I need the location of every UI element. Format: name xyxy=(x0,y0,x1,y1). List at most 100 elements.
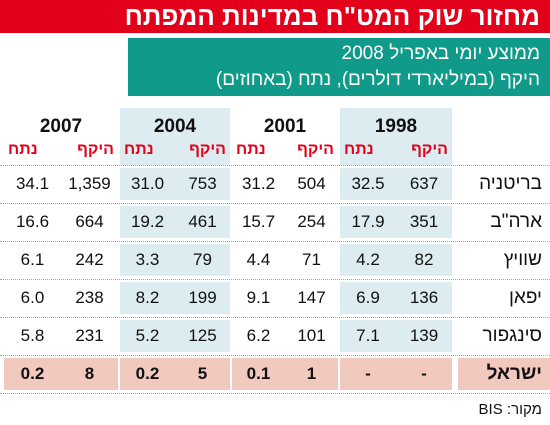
share-value: 19.2 xyxy=(130,212,165,231)
share-value: 9.1 xyxy=(246,288,271,307)
chart-title: מחזור שוק המט"ח במדינות המפתח xyxy=(0,0,550,33)
share-column-label: נתח xyxy=(124,141,154,158)
year-header-2001: 2001 היקף נתח xyxy=(232,108,338,165)
share-value: 16.6 xyxy=(15,212,50,231)
volume-value: 101 xyxy=(297,326,326,345)
share-value: 7.1 xyxy=(356,326,380,345)
israel-row-shade xyxy=(4,358,118,390)
volume-value: - xyxy=(421,364,427,383)
share-value: 32.5 xyxy=(351,174,385,193)
israel-row-shade xyxy=(340,358,452,390)
share-value: 0.2 xyxy=(20,364,45,383)
share-value: 17.9 xyxy=(351,212,385,231)
share-value: 31.2 xyxy=(241,174,276,193)
share-value: 6.0 xyxy=(20,288,45,307)
volume-column-label: היקף xyxy=(189,141,226,158)
volume-value: 136 xyxy=(409,288,439,307)
column-shade xyxy=(340,282,452,314)
volume-value: 79 xyxy=(193,250,212,269)
volume-column-label: היקף xyxy=(411,141,448,158)
row-divider xyxy=(0,393,550,394)
column-heads: היקף נתח xyxy=(4,140,118,160)
volume-value: 461 xyxy=(188,212,217,231)
column-shade xyxy=(120,244,230,276)
subtitle-line-2: היקף (במיליארדי דולרים), נתח (באחוזים) xyxy=(215,69,540,90)
share-value: 4.4 xyxy=(246,250,271,269)
volume-value: 8 xyxy=(84,364,95,383)
volume-value: 1,359 xyxy=(68,174,111,193)
share-column-label: נתח xyxy=(236,141,266,158)
column-shade xyxy=(340,320,452,352)
share-value: 0.2 xyxy=(135,364,160,383)
year-label: 2007 xyxy=(39,116,83,137)
volume-value: 1 xyxy=(306,364,317,383)
volume-value: 199 xyxy=(188,288,217,307)
source-note: מקור: BIS xyxy=(478,401,542,418)
country-name: יפאן xyxy=(508,287,542,308)
column-heads: היקף נתח xyxy=(120,140,230,160)
volume-value: 637 xyxy=(409,174,439,193)
year-header-2004: 2004 היקף נתח xyxy=(120,108,230,165)
row-divider xyxy=(0,317,550,318)
volume-value: 238 xyxy=(75,288,104,307)
share-value: 0.1 xyxy=(246,364,271,383)
subtitle-box: ממוצע יומי באפריל 2008 היקף (במיליארדי ד… xyxy=(128,38,550,96)
volume-value: 231 xyxy=(75,326,104,345)
share-value: 5.8 xyxy=(20,326,45,345)
volume-value: 71 xyxy=(302,250,321,269)
share-value: 34.1 xyxy=(15,174,50,193)
column-shade xyxy=(340,244,452,276)
volume-value: 664 xyxy=(75,212,104,231)
volume-value: 82 xyxy=(414,250,434,269)
row-divider xyxy=(0,355,550,356)
israel-row-shade xyxy=(232,358,338,390)
country-name: ישראל xyxy=(486,363,542,384)
country-name: שוויץ xyxy=(503,249,542,270)
year-label: 1998 xyxy=(374,116,418,137)
column-heads: היקף נתח xyxy=(340,140,452,160)
column-heads: היקף נתח xyxy=(232,140,338,160)
share-value: 6.1 xyxy=(20,250,45,269)
share-value: - xyxy=(365,364,371,383)
column-shade xyxy=(340,206,452,238)
share-value: 31.0 xyxy=(130,174,165,193)
column-shade xyxy=(120,282,230,314)
column-shade xyxy=(340,168,452,200)
column-shade xyxy=(120,206,230,238)
share-column-label: נתח xyxy=(8,141,38,158)
share-value: 6.2 xyxy=(246,326,271,345)
volume-value: 242 xyxy=(75,250,104,269)
share-value: 8.2 xyxy=(135,288,160,307)
share-value: 3.3 xyxy=(135,250,160,269)
share-value: 6.9 xyxy=(356,288,380,307)
volume-value: 753 xyxy=(188,174,217,193)
subtitle-line-1: ממוצע יומי באפריל 2008 xyxy=(341,43,540,64)
israel-country-shade xyxy=(458,358,550,390)
country-name: בריטניה xyxy=(479,173,542,194)
israel-row-shade xyxy=(120,358,230,390)
column-shade xyxy=(120,320,230,352)
share-value: 5.2 xyxy=(135,326,160,345)
share-value: 4.2 xyxy=(356,250,380,269)
row-divider xyxy=(0,203,550,204)
volume-value: 351 xyxy=(409,212,439,231)
header-divider xyxy=(0,165,550,166)
year-label: 2004 xyxy=(153,116,197,137)
volume-value: 5 xyxy=(197,364,208,383)
year-label: 2001 xyxy=(263,116,307,137)
row-divider xyxy=(0,241,550,242)
volume-column-label: היקף xyxy=(77,141,114,158)
column-shade xyxy=(120,168,230,200)
volume-column-label: היקף xyxy=(297,141,334,158)
year-header-2007: 2007 היקף נתח xyxy=(4,108,118,165)
share-column-label: נתח xyxy=(344,141,374,158)
volume-value: 139 xyxy=(409,326,439,345)
row-divider xyxy=(0,279,550,280)
share-value: 15.7 xyxy=(241,212,276,231)
volume-value: 125 xyxy=(188,326,217,345)
year-header-1998: 1998 היקף נתח xyxy=(340,108,452,165)
volume-value: 254 xyxy=(297,212,326,231)
country-name: ארה"ב xyxy=(490,211,542,232)
volume-value: 147 xyxy=(297,288,326,307)
country-name: סינגפור xyxy=(482,325,543,346)
